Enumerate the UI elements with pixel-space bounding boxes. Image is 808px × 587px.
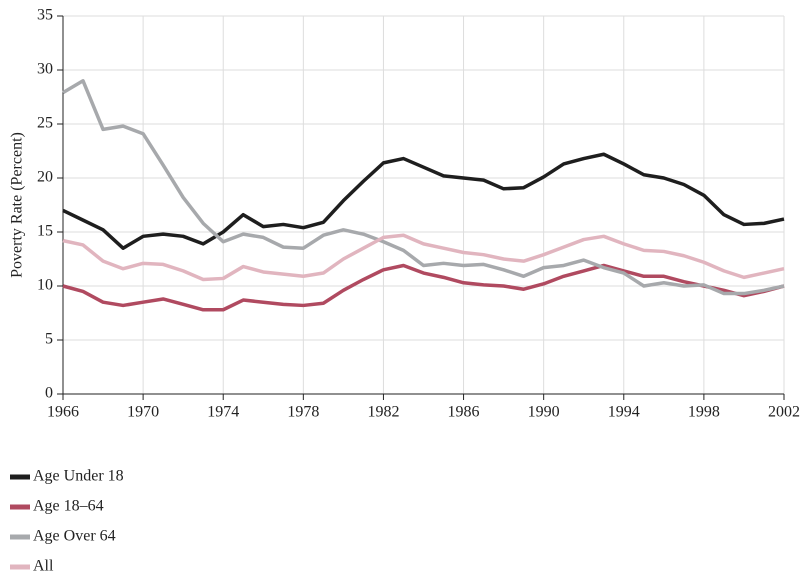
y-tick-label: 0: [45, 385, 53, 402]
y-axis-label: Poverty Rate (Percent): [9, 132, 26, 278]
x-tick-label: 1994: [608, 404, 640, 421]
x-tick-label: 1990: [528, 404, 560, 421]
y-tick-label: 5: [45, 331, 53, 348]
x-tick-label: 1986: [448, 404, 480, 421]
y-tick-label: 30: [37, 61, 53, 78]
y-tick-label: 25: [37, 115, 53, 132]
legend-label: Age 18–64: [33, 498, 104, 515]
x-tick-label: 1998: [688, 404, 720, 421]
x-tick-label: 1970: [127, 404, 159, 421]
x-tick-label: 1978: [287, 404, 319, 421]
y-tick-label: 20: [37, 169, 53, 186]
y-tick-label: 15: [37, 223, 53, 240]
legend-label: Age Under 18: [33, 468, 124, 485]
y-tick-label: 10: [37, 277, 53, 294]
series-line: [62, 263, 785, 312]
series-line: [62, 152, 785, 250]
x-tick-label: 1974: [207, 404, 239, 421]
series-line: [62, 233, 785, 282]
y-tick-label: 35: [37, 7, 53, 24]
series-line: [62, 79, 785, 296]
x-tick-label: 1966: [47, 404, 79, 421]
x-tick-label: 2002: [768, 404, 800, 421]
x-tick-label: 1982: [367, 404, 399, 421]
legend-label: All: [33, 558, 54, 575]
legend-label: Age Over 64: [33, 528, 116, 545]
